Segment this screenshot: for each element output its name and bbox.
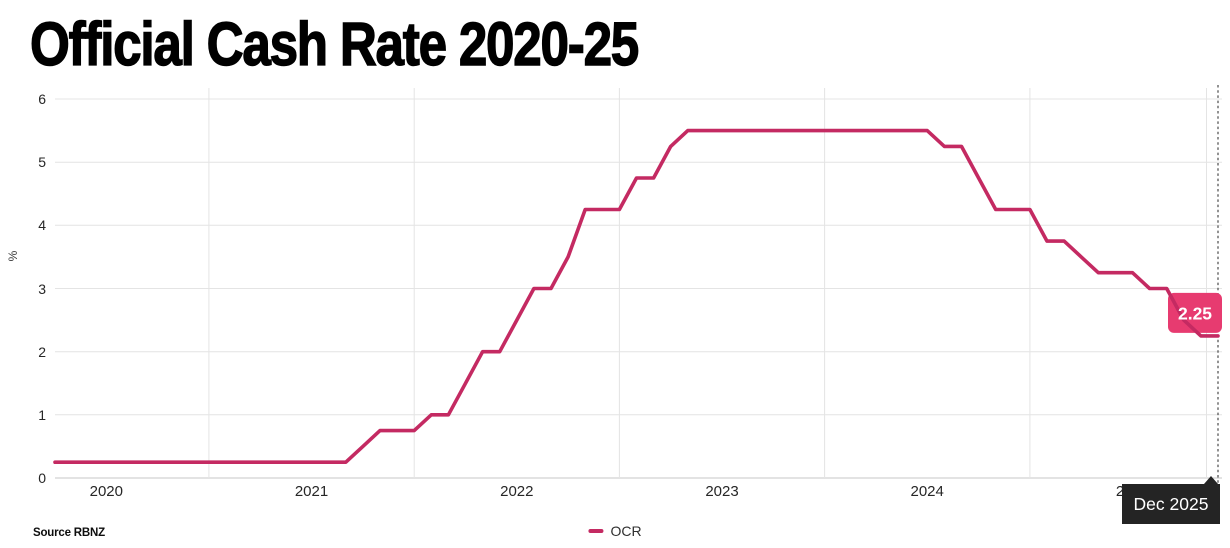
legend-ocr-label: OCR [610,523,642,539]
value-tooltip [1168,292,1222,333]
y-tick-label: 3 [38,280,46,297]
y-tick-label: 4 [38,217,46,234]
x-tick-label: 2020 [89,483,123,500]
y-axis-unit-label: % [6,250,20,262]
y-tick-label: 1 [38,406,46,423]
x-tick-label: 2024 [910,483,944,500]
x-tick-label: 2021 [294,483,329,500]
date-tooltip-pointer-icon [1204,476,1218,484]
x-tick-label: 2022 [500,483,534,500]
y-tick-label: 0 [38,470,46,486]
y-tick-label: 6 [38,91,46,107]
ocr-line[interactable] [53,128,1220,465]
source-note: Source RBNZ [33,527,105,539]
date-tooltip: Dec 2025 [1122,484,1220,524]
y-tick-label: 5 [38,154,46,171]
y-tick-label: 2 [38,343,46,360]
page-title: Official Cash Rate 2020-25 [29,10,639,78]
value-tooltip-text: 2.25 [1178,303,1212,323]
legend-line-swatch-icon [588,529,604,533]
legend[interactable]: OCR [588,523,642,539]
x-tick-label: 2023 [705,483,739,500]
